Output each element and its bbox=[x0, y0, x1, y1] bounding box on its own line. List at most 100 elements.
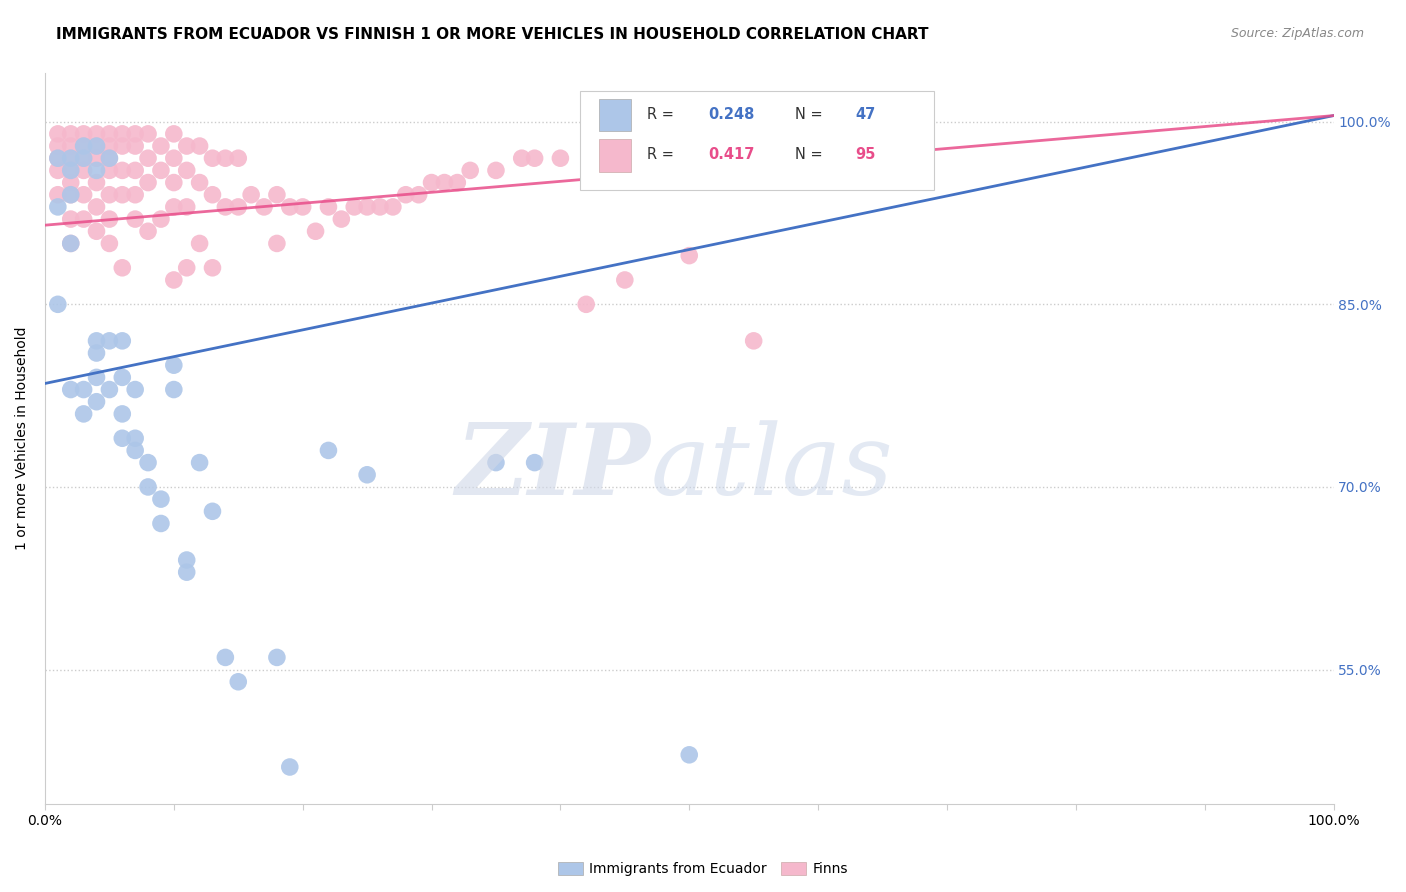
Point bbox=[124, 212, 146, 227]
Point bbox=[176, 200, 198, 214]
Point bbox=[59, 187, 82, 202]
Point bbox=[446, 176, 468, 190]
Point bbox=[485, 456, 508, 470]
Point bbox=[59, 236, 82, 251]
Point bbox=[163, 151, 186, 165]
Point bbox=[98, 151, 121, 165]
Point bbox=[72, 163, 94, 178]
Point bbox=[201, 260, 224, 275]
Point bbox=[72, 151, 94, 165]
Point bbox=[72, 187, 94, 202]
Point bbox=[72, 139, 94, 153]
Point bbox=[46, 151, 69, 165]
FancyBboxPatch shape bbox=[579, 91, 934, 190]
Point bbox=[188, 236, 211, 251]
Point bbox=[59, 163, 82, 178]
Point bbox=[266, 650, 288, 665]
Point bbox=[124, 163, 146, 178]
Point bbox=[330, 212, 353, 227]
Point bbox=[86, 163, 108, 178]
Point bbox=[510, 151, 533, 165]
Point bbox=[124, 127, 146, 141]
Point bbox=[72, 212, 94, 227]
Point bbox=[59, 176, 82, 190]
Point bbox=[278, 200, 301, 214]
Point bbox=[136, 456, 159, 470]
Text: 0.248: 0.248 bbox=[709, 107, 755, 122]
Point bbox=[149, 139, 172, 153]
Point bbox=[86, 151, 108, 165]
Point bbox=[163, 176, 186, 190]
Point bbox=[343, 200, 366, 214]
Point bbox=[149, 163, 172, 178]
Point bbox=[356, 200, 378, 214]
Point bbox=[523, 151, 546, 165]
Point bbox=[111, 431, 134, 445]
Point bbox=[291, 200, 314, 214]
Point bbox=[226, 200, 249, 214]
Point bbox=[176, 260, 198, 275]
Point bbox=[98, 151, 121, 165]
Point bbox=[59, 212, 82, 227]
Point bbox=[550, 151, 572, 165]
Point bbox=[46, 151, 69, 165]
Point bbox=[188, 176, 211, 190]
Point bbox=[163, 273, 186, 287]
Point bbox=[111, 260, 134, 275]
Point bbox=[420, 176, 443, 190]
Point bbox=[226, 674, 249, 689]
Point bbox=[266, 187, 288, 202]
Point bbox=[98, 187, 121, 202]
Point bbox=[59, 139, 82, 153]
Point bbox=[124, 431, 146, 445]
Point bbox=[111, 187, 134, 202]
Point bbox=[124, 443, 146, 458]
Point bbox=[226, 151, 249, 165]
Point bbox=[86, 139, 108, 153]
Point bbox=[86, 176, 108, 190]
Point bbox=[111, 334, 134, 348]
Legend: Immigrants from Ecuador, Finns: Immigrants from Ecuador, Finns bbox=[554, 858, 852, 880]
Point bbox=[46, 187, 69, 202]
Text: Source: ZipAtlas.com: Source: ZipAtlas.com bbox=[1230, 27, 1364, 40]
Point bbox=[163, 200, 186, 214]
Text: R =: R = bbox=[647, 107, 678, 122]
Point bbox=[86, 334, 108, 348]
Point bbox=[575, 297, 598, 311]
Point bbox=[149, 516, 172, 531]
Point bbox=[201, 504, 224, 518]
Point bbox=[163, 358, 186, 372]
Point bbox=[214, 151, 236, 165]
Point bbox=[136, 224, 159, 238]
Point bbox=[136, 480, 159, 494]
Point bbox=[46, 127, 69, 141]
Point bbox=[98, 236, 121, 251]
Point bbox=[201, 187, 224, 202]
Point bbox=[111, 407, 134, 421]
Point bbox=[408, 187, 430, 202]
Point bbox=[46, 163, 69, 178]
Point bbox=[318, 200, 340, 214]
Point bbox=[395, 187, 418, 202]
Point bbox=[59, 187, 82, 202]
Point bbox=[214, 200, 236, 214]
Point bbox=[176, 163, 198, 178]
Point bbox=[136, 151, 159, 165]
Point bbox=[124, 383, 146, 397]
FancyBboxPatch shape bbox=[599, 98, 631, 131]
Point bbox=[72, 383, 94, 397]
Point bbox=[678, 747, 700, 762]
Point bbox=[86, 346, 108, 360]
Point bbox=[188, 456, 211, 470]
Point bbox=[86, 224, 108, 238]
Point bbox=[381, 200, 404, 214]
Point bbox=[149, 212, 172, 227]
Point bbox=[678, 249, 700, 263]
Point bbox=[72, 151, 94, 165]
Point bbox=[86, 139, 108, 153]
Point bbox=[214, 650, 236, 665]
Point bbox=[98, 139, 121, 153]
Point bbox=[458, 163, 481, 178]
Point bbox=[111, 370, 134, 384]
Point bbox=[59, 236, 82, 251]
